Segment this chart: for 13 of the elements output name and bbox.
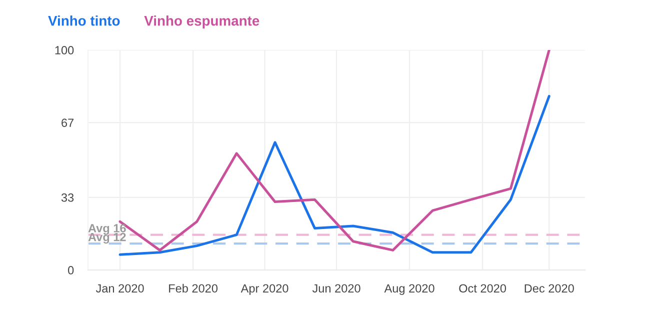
text: Vinho tinto	[48, 16, 120, 26]
y-tick-label: 100	[55, 46, 74, 54]
x-tick-label: Jun 2020	[312, 284, 360, 293]
x-tick-label: Dec 2020	[524, 284, 574, 293]
x-tick-label: Apr 2020	[240, 284, 288, 295]
y-tick-label: 33	[61, 193, 74, 202]
y-tick-label: 0	[68, 266, 74, 274]
x-tick-label: Aug 2020	[384, 284, 434, 295]
x-tick-label: Jan 2020	[96, 284, 144, 293]
y-tick-label: 67	[62, 118, 74, 127]
text: Vinho espumante	[144, 16, 260, 28]
x-tick-label: Oct 2020	[459, 284, 506, 293]
x-tick-label: Feb 2020	[169, 284, 218, 293]
